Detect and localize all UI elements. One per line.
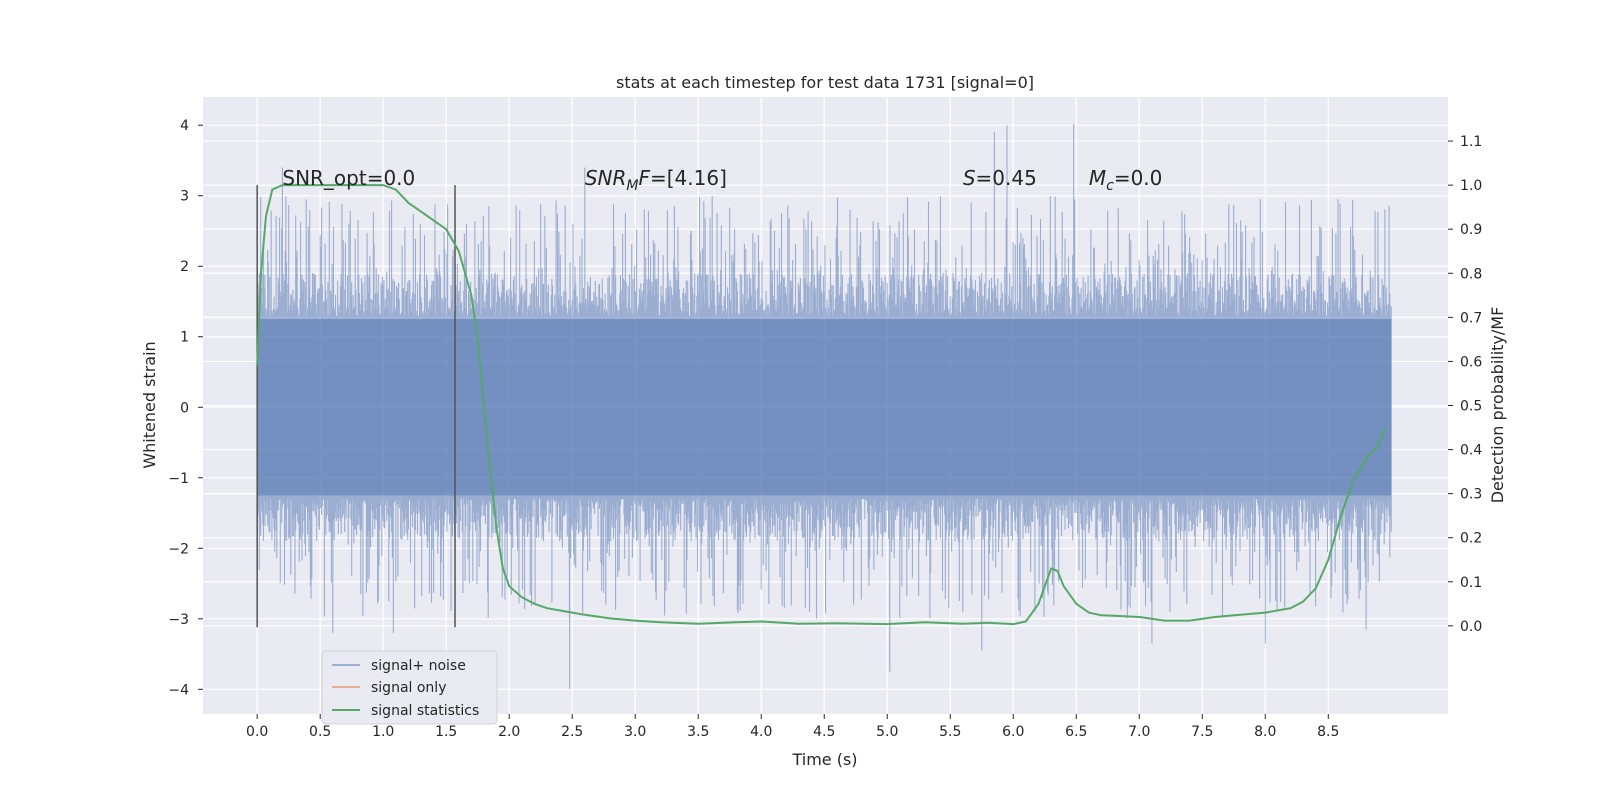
y-left-tick-label-4: 0 <box>180 400 189 416</box>
y-left-tick-label-1: 3 <box>180 189 189 205</box>
y-right-tick-label-4: 0.7 <box>1460 310 1482 326</box>
y-right-tick-label-11: 0.0 <box>1460 619 1482 635</box>
x-axis-ticks: 0.0 0.5 1.0 1.5 2.0 2.5 3.0 3.5 4.0 4.5 5.0 5.5 6.0 6… <box>246 714 1339 740</box>
annotation-2: S=0.45 <box>963 166 1037 190</box>
x-tick-label-5: 2.5 <box>561 724 583 740</box>
series-signal-statistics <box>256 184 1386 626</box>
y-right-tick-label-9: 0.2 <box>1460 531 1482 547</box>
series-signal-plus-noise <box>256 123 1392 690</box>
y-right-axis-ticks: 1.1 1.0 0.9 0.8 0.7 0.6 0.5 0.4 0.3 0.2 0.1 0.0 <box>1448 134 1482 635</box>
y-right-tick-label-6: 0.5 <box>1460 399 1482 415</box>
y-left-axis-ticks: 4 3 2 1 0 −1 −2 −3 −4 <box>168 118 203 698</box>
y-right-tick-label-5: 0.6 <box>1460 354 1482 370</box>
x-tick-label-2: 1.0 <box>372 724 394 740</box>
x-tick-label-8: 4.0 <box>750 724 772 740</box>
y-left-axis-label: Whitened strain <box>140 341 159 468</box>
x-tick-label-9: 4.5 <box>813 724 835 740</box>
y-right-tick-label-3: 0.8 <box>1460 266 1482 282</box>
x-tick-label-16: 8.0 <box>1254 724 1276 740</box>
y-right-tick-label-1: 1.0 <box>1460 178 1482 194</box>
y-right-tick-label-2: 0.9 <box>1460 222 1482 238</box>
legend-label-signal-plus-noise: signal+ noise <box>371 658 466 674</box>
x-tick-label-11: 5.5 <box>939 724 961 740</box>
y-right-tick-label-10: 0.1 <box>1460 575 1482 591</box>
signal-statistics-line <box>256 184 1386 626</box>
vertical-markers <box>256 185 456 628</box>
x-tick-label-12: 6.0 <box>1002 724 1024 740</box>
legend-label-signal-statistics: signal statistics <box>371 703 479 719</box>
legend-box <box>321 650 498 725</box>
annotations: SNR_opt=0.0 SNRMF=[4.16] S=0.45 Mc=0.0 <box>282 166 1162 194</box>
y-left-tick-label-8: −4 <box>168 682 189 698</box>
y-left-tick-label-0: 4 <box>180 118 189 134</box>
y-left-tick-label-5: −1 <box>168 471 189 487</box>
annotation-0: SNR_opt=0.0 <box>282 166 415 190</box>
x-tick-label-13: 6.5 <box>1065 724 1087 740</box>
y-left-tick-label-2: 2 <box>180 259 189 275</box>
x-tick-label-10: 5.0 <box>876 724 898 740</box>
chart-title: stats at each timestep for test data 173… <box>616 73 1034 92</box>
x-tick-label-14: 7.0 <box>1128 724 1150 740</box>
x-tick-label-15: 7.5 <box>1191 724 1213 740</box>
x-tick-label-0: 0.0 <box>246 724 268 740</box>
y-right-tick-label-7: 0.4 <box>1460 443 1482 459</box>
y-left-tick-label-7: −3 <box>168 612 189 628</box>
legend-label-signal-only: signal only <box>371 680 446 696</box>
legend: signal+ noise signal only signal statist… <box>321 650 498 725</box>
x-tick-label-3: 1.5 <box>435 724 457 740</box>
x-tick-label-17: 8.5 <box>1317 724 1339 740</box>
y-right-tick-label-8: 0.3 <box>1460 487 1482 503</box>
annotation-3: Mc=0.0 <box>1089 166 1163 194</box>
y-left-tick-label-3: 1 <box>180 330 189 346</box>
x-tick-label-4: 2.0 <box>498 724 520 740</box>
y-right-axis-label: Detection probability/MF <box>1488 307 1507 504</box>
x-tick-label-7: 3.5 <box>687 724 709 740</box>
y-right-tick-label-0: 1.1 <box>1460 134 1482 150</box>
annotation-1: SNRMF=[4.16] <box>585 166 727 194</box>
x-tick-label-6: 3.0 <box>624 724 646 740</box>
x-axis-label: Time (s) <box>791 750 857 769</box>
y-left-tick-label-6: −2 <box>168 541 189 557</box>
x-tick-label-1: 0.5 <box>309 724 331 740</box>
